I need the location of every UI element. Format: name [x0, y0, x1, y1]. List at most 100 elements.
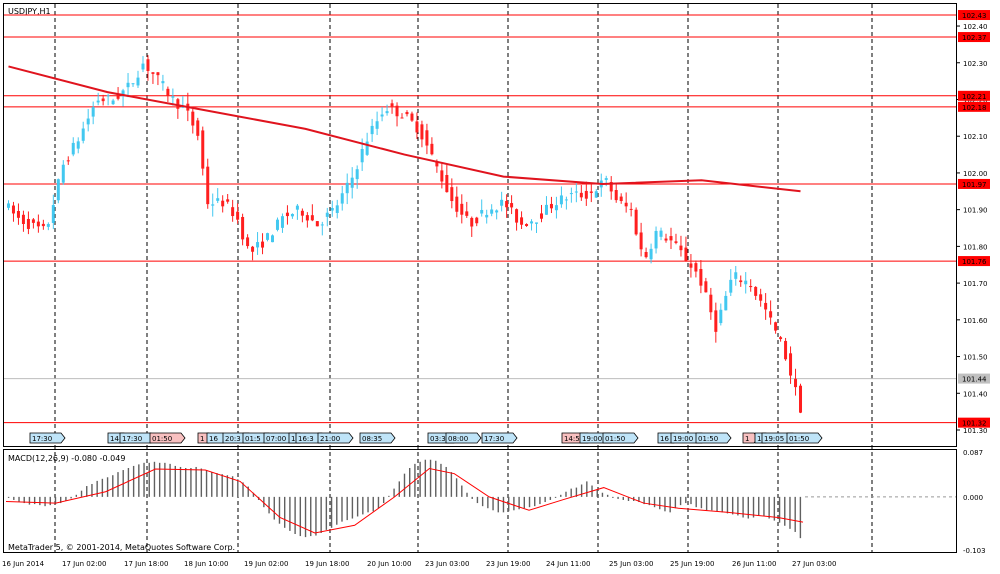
candle-body [744, 280, 748, 285]
price-level-tag-text: 101.97 [962, 181, 987, 189]
candle-body [385, 111, 389, 114]
event-marker[interactable] [29, 432, 66, 444]
candle-body [430, 143, 434, 155]
event-marker[interactable] [317, 432, 354, 444]
candle-body [679, 245, 683, 251]
candle-body [295, 205, 299, 210]
candle-body [789, 353, 793, 376]
macd-tick-label: 0.087 [963, 449, 983, 457]
event-marker-text: 01:50 [605, 435, 625, 443]
candle-body [684, 247, 688, 262]
candle-body [749, 285, 753, 288]
candle-body [505, 201, 509, 208]
time-label: 17 Jun 18:00 [124, 560, 168, 568]
candle-body [241, 216, 245, 240]
y-tick-label: 101.60 [963, 317, 988, 325]
candle-body [774, 322, 778, 331]
candle-body [176, 99, 180, 109]
candle-body [300, 210, 304, 216]
candle-body [544, 204, 548, 215]
candle-body [320, 224, 324, 226]
current-price-tag-text: 101.44 [962, 376, 987, 384]
price-level-tag [958, 417, 990, 428]
candle-body [475, 217, 479, 224]
candle-body [111, 100, 115, 105]
candle-body [226, 199, 230, 202]
copyright-label: MetaTrader 5, © 2001-2014, MetaQuotes So… [8, 543, 235, 552]
price-levels [4, 14, 956, 424]
candle-body [360, 149, 364, 163]
y-tick-label: 101.50 [963, 354, 988, 362]
candle-body [425, 130, 429, 146]
candle-body [754, 286, 758, 296]
candle-body [96, 100, 100, 103]
candle-body [26, 218, 30, 229]
candle-body [734, 272, 738, 279]
candle-body [66, 160, 70, 162]
candle-body [251, 246, 255, 252]
price-level-tag [958, 178, 990, 189]
event-marker[interactable] [602, 432, 639, 444]
event-marker[interactable] [786, 432, 823, 444]
event-markers[interactable]: 17:30 14 17:30 01:50 1 16 20:3 01:5 07:00 1 16:3 21… [29, 432, 823, 444]
event-marker-text: 17:30 [484, 435, 504, 443]
candle-body [460, 203, 464, 215]
candle-body [649, 248, 653, 260]
candle-body [799, 385, 803, 413]
event-marker-text: 1 [757, 435, 761, 443]
event-marker[interactable] [445, 432, 482, 444]
candle-body [510, 203, 514, 208]
event-marker-text: 19:05 [764, 435, 784, 443]
candle-body [36, 221, 40, 227]
candle-body [101, 98, 105, 102]
candle-body [345, 182, 349, 194]
candle-body [370, 125, 374, 135]
event-marker[interactable] [481, 432, 518, 444]
macd-signal-line [5, 467, 804, 534]
candle-body [91, 107, 95, 117]
candle-body [121, 90, 125, 97]
event-marker-text: 16 [660, 435, 669, 443]
candle-body [56, 179, 60, 201]
event-marker[interactable] [359, 432, 396, 444]
time-label: 24 Jun 11:00 [546, 560, 590, 568]
time-label: 19 Jun 02:00 [244, 560, 288, 568]
price-level-tag-text: 101.32 [962, 420, 987, 428]
candle-body [365, 141, 369, 155]
candle-body [340, 193, 344, 204]
event-marker[interactable] [695, 432, 732, 444]
candle-body [141, 63, 145, 70]
candle-body [21, 214, 25, 225]
y-tick-label: 102.30 [963, 60, 988, 68]
event-marker-text: 14:5 [564, 435, 580, 443]
candle-body [689, 263, 693, 268]
candle-body [196, 120, 200, 136]
candle-body [445, 174, 449, 193]
candle-body [151, 72, 155, 74]
candle-body [290, 213, 294, 217]
time-label: 16 Jun 2014 [2, 560, 45, 568]
candle-body [390, 103, 394, 107]
y-tick-label: 101.70 [963, 280, 988, 288]
candle-body [161, 81, 165, 84]
candle-body [275, 219, 279, 230]
price-level-tag [958, 32, 990, 43]
candle-body [794, 378, 798, 388]
price-level-tags: 102.43 102.37 102.21 102.18 101.97 101.76 101.… [958, 10, 990, 428]
candle-body [535, 222, 539, 224]
candle-body [759, 294, 763, 301]
candle-body [410, 113, 414, 121]
event-marker-text: 16:3 [298, 435, 314, 443]
event-marker[interactable] [149, 432, 186, 444]
candle-body [435, 161, 439, 167]
current-price-tag [958, 373, 990, 384]
candle-body [554, 205, 558, 211]
y-tick-label: 102.00 [963, 170, 988, 178]
candle-body [106, 95, 110, 97]
macd-tick-label: 0.000 [963, 494, 983, 502]
time-label: 23 Jun 03:00 [425, 560, 469, 568]
event-marker-text: 17:30 [32, 435, 52, 443]
candle-body [116, 94, 120, 99]
candle-body [131, 83, 135, 85]
